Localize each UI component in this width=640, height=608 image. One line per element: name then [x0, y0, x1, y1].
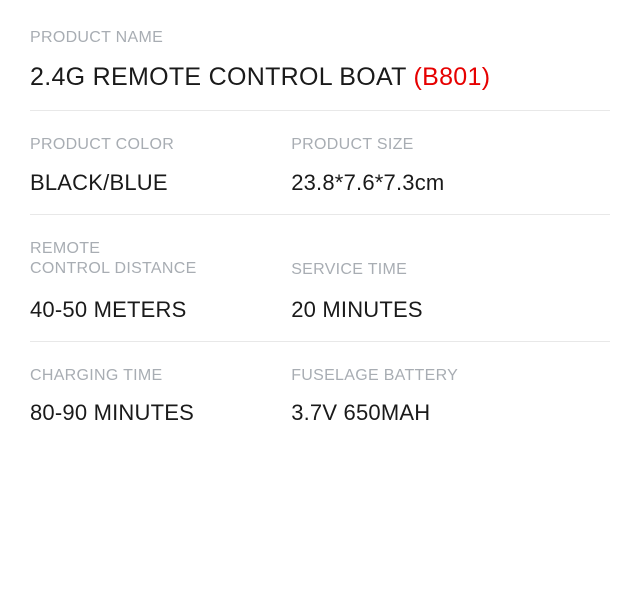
spec-cell-charging-time: CHARGING TIME 80-90 MINUTES: [30, 366, 285, 427]
spec-cell-distance: REMOTE CONTROL DISTANCE 40-50 METERS: [30, 239, 285, 323]
spec-cell-battery: FUSELAGE BATTERY 3.7V 650MAH: [285, 366, 610, 427]
product-name-label: PRODUCT NAME: [30, 28, 610, 49]
divider: [30, 341, 610, 342]
spec-value: 3.7V 650MAH: [291, 400, 610, 426]
divider: [30, 214, 610, 215]
product-name-section: PRODUCT NAME 2.4G REMOTE CONTROL BOAT (B…: [30, 28, 610, 92]
spec-value: BLACK/BLUE: [30, 170, 285, 196]
spec-cell-size: PRODUCT SIZE 23.8*7.6*7.3cm: [285, 135, 610, 196]
spec-value: 20 MINUTES: [291, 297, 610, 323]
divider: [30, 110, 610, 111]
spec-value: 80-90 MINUTES: [30, 400, 285, 426]
spec-row: REMOTE CONTROL DISTANCE 40-50 METERS SER…: [30, 239, 610, 323]
spec-label: PRODUCT SIZE: [291, 135, 610, 156]
spec-cell-color: PRODUCT COLOR BLACK/BLUE: [30, 135, 285, 196]
spec-label: PRODUCT COLOR: [30, 135, 285, 156]
spec-row: PRODUCT COLOR BLACK/BLUE PRODUCT SIZE 23…: [30, 135, 610, 196]
product-code: (B801): [414, 63, 491, 91]
spec-value: 40-50 METERS: [30, 297, 285, 323]
spec-label: CHARGING TIME: [30, 366, 285, 387]
spec-label: SERVICE TIME: [291, 239, 610, 283]
spec-row: CHARGING TIME 80-90 MINUTES FUSELAGE BAT…: [30, 366, 610, 427]
spec-label: FUSELAGE BATTERY: [291, 366, 610, 387]
product-title: 2.4G REMOTE CONTROL BOAT: [30, 63, 414, 91]
spec-cell-service-time: SERVICE TIME 20 MINUTES: [285, 239, 610, 323]
spec-label: REMOTE CONTROL DISTANCE: [30, 239, 285, 283]
spec-value: 23.8*7.6*7.3cm: [291, 170, 610, 196]
product-name-value: 2.4G REMOTE CONTROL BOAT (B801): [30, 63, 610, 92]
